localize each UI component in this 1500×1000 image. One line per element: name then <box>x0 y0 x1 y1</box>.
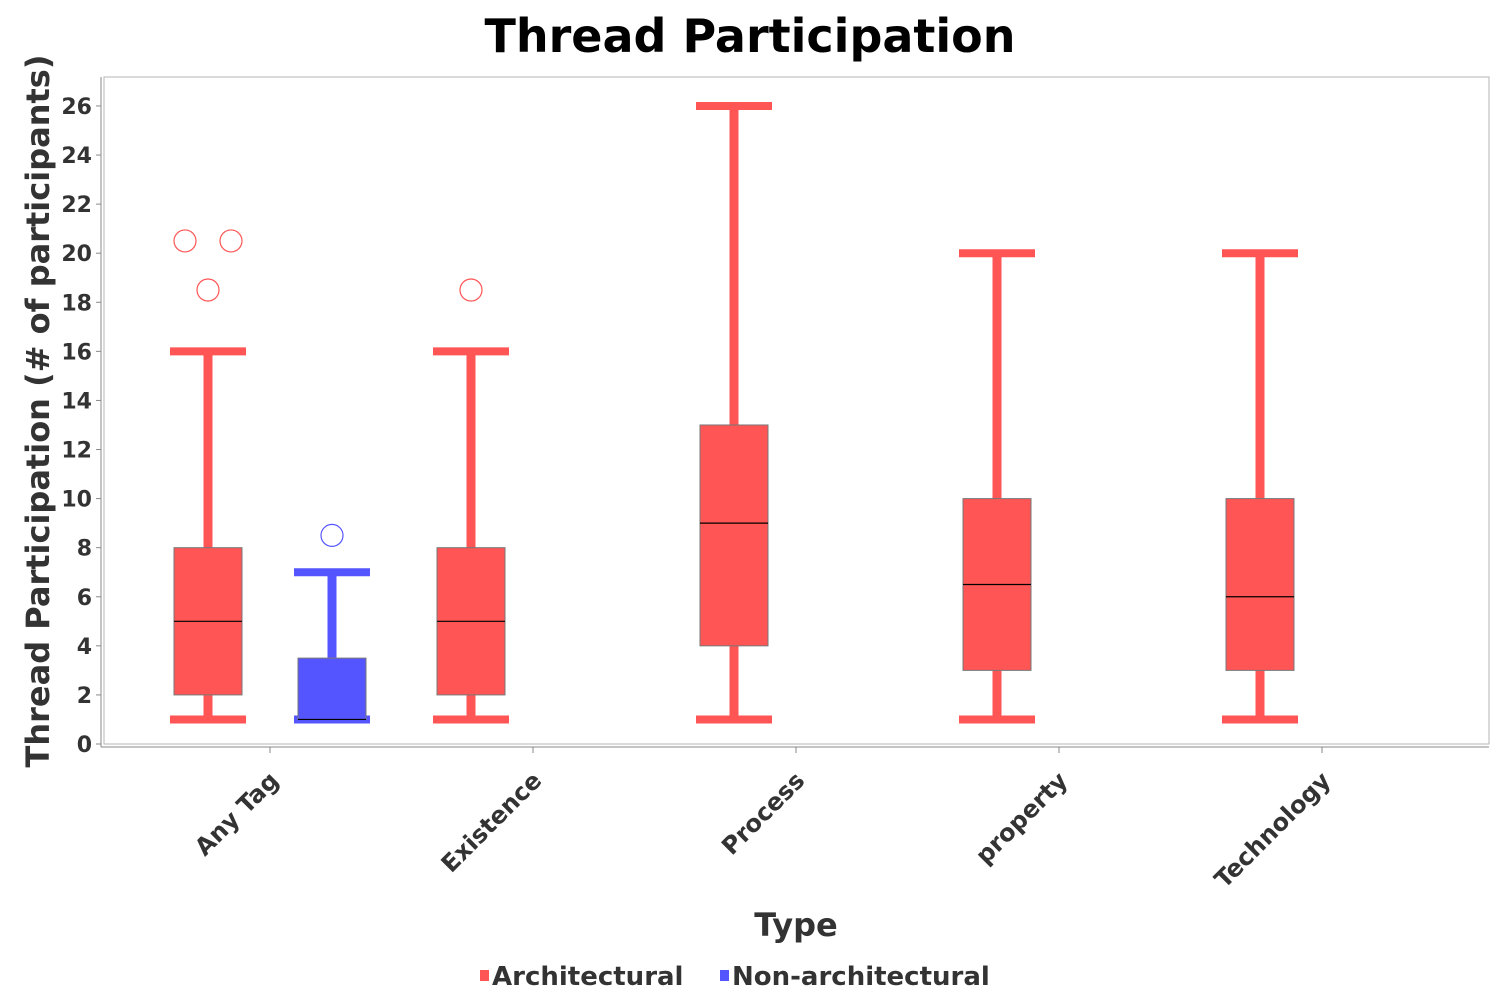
box-architectural-technology <box>1222 249 1298 724</box>
y-tick-label: 16 <box>61 340 92 365</box>
y-tick-label: 0 <box>77 733 92 758</box>
y-tick-label: 10 <box>61 488 92 513</box>
y-tick-label: 12 <box>61 439 92 464</box>
x-tick-label: Any Tag <box>189 766 284 861</box>
y-tick-label: 22 <box>61 193 92 218</box>
iqr-box <box>297 657 367 720</box>
x-tick-label: property <box>970 766 1073 869</box>
outlier-point <box>219 229 243 253</box>
iqr-box <box>699 424 769 647</box>
box-non-architectural-any-tag <box>294 523 370 724</box>
y-tick-label: 24 <box>61 144 92 169</box>
x-tick-label: Process <box>716 766 810 860</box>
box-architectural-process <box>696 101 772 724</box>
legend-swatch <box>480 970 489 981</box>
outlier-point <box>196 278 220 302</box>
x-axis-ticks: Any Tag Existence Process property Technolog… <box>189 747 1336 894</box>
x-tick-label: Technology <box>1209 766 1336 893</box>
outlier-point <box>173 229 197 253</box>
y-tick-label: 2 <box>77 684 92 709</box>
y-tick-label: 26 <box>61 95 92 120</box>
legend-label: Architectural <box>492 962 683 992</box>
outlier-point <box>320 523 344 548</box>
y-axis-label: Thread Participation (# of participants) <box>19 55 57 768</box>
legend: Architectural Non-architectural <box>480 962 990 992</box>
y-tick-label: 20 <box>61 242 92 267</box>
y-tick-label: 18 <box>61 291 92 316</box>
x-axis-label: Type <box>754 906 838 944</box>
box-architectural-existence <box>433 278 509 724</box>
y-tick-label: 6 <box>77 586 92 611</box>
y-tick-label: 4 <box>77 635 92 660</box>
outlier-point <box>459 278 483 302</box>
chart-title: Thread Participation <box>484 9 1015 63</box>
iqr-box <box>1225 498 1295 671</box>
box-series <box>170 101 1298 724</box>
y-tick-label: 8 <box>77 537 92 562</box>
x-tick-label: Existence <box>436 766 548 878</box>
legend-label: Non-architectural <box>732 962 990 992</box>
y-tick-label: 14 <box>61 389 92 414</box>
legend-swatch <box>720 970 729 981</box>
box-architectural-any-tag <box>170 229 246 724</box>
box-architectural-property <box>959 249 1035 724</box>
